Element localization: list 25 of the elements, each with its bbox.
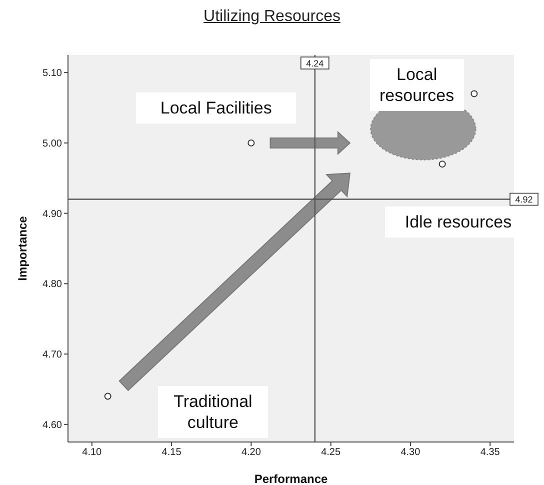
annotation: Traditional culture — [158, 386, 268, 438]
y-tick-label: 4.90 — [42, 208, 62, 220]
chart-title: Utilizing Resources — [202, 8, 342, 26]
point — [438, 160, 446, 168]
ref-line-label: 4.24 — [306, 58, 324, 68]
annotation: Idle resources — [385, 206, 532, 238]
x-tick-label: 4.20 — [241, 447, 262, 458]
x-tick-label: 4.25 — [321, 447, 341, 458]
y-tick-label: 5.10 — [42, 68, 62, 80]
x-tick-label: 4.15 — [162, 447, 182, 458]
y-tick-label: 4.60 — [42, 420, 62, 431]
point — [470, 90, 478, 98]
point — [248, 139, 255, 146]
point — [104, 392, 112, 400]
annotation: Local resources — [370, 58, 464, 111]
x-tick-label: 4.10 — [82, 447, 102, 458]
y-axis-title: Importance — [15, 216, 30, 281]
x-tick-label: 4.35 — [480, 447, 500, 458]
y-tick-label: 4.80 — [42, 279, 62, 290]
x-tick-label: 4.30 — [400, 447, 421, 458]
ref-line-label: 4.92 — [515, 194, 533, 205]
y-tick-label: 4.70 — [42, 350, 62, 361]
annotation: Local Facilities — [136, 92, 296, 124]
x-axis-title: Performance — [254, 472, 328, 485]
y-tick-label: 5.00 — [42, 138, 62, 150]
